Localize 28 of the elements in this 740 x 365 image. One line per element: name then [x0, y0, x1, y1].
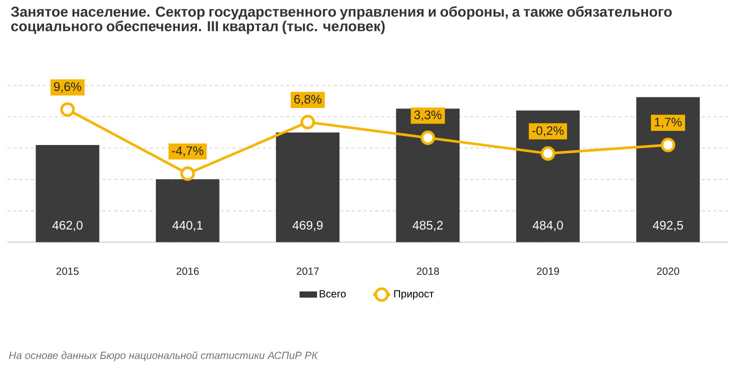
data-label: 492,5 — [652, 220, 683, 231]
x-tick-label: 2016 — [176, 267, 199, 275]
legend-label: Всего — [320, 290, 346, 298]
point — [540, 146, 556, 161]
point — [420, 130, 436, 145]
data-label: 484,0 — [532, 220, 563, 231]
x-tick-label: 2015 — [56, 267, 79, 275]
data-label: 469,9 — [292, 220, 323, 231]
text: На основе данных Бюро национальной статистики АСПиР РК — [9, 351, 318, 361]
point — [60, 102, 75, 117]
x-tick-label: 2019 — [536, 267, 559, 275]
legend-label: Прирост — [394, 290, 434, 300]
point — [300, 114, 315, 130]
x-tick-label: 2018 — [416, 267, 439, 275]
point — [180, 166, 195, 181]
data-label: -4,7% — [172, 146, 204, 156]
data-label: 485,2 — [412, 220, 443, 231]
x-tick-label: 2017 — [296, 267, 319, 275]
point — [660, 138, 676, 152]
data-label: 462,0 — [52, 220, 83, 231]
data-label: 9,6% — [54, 82, 82, 92]
chart-title: Занятое население. Сектор государственного управления и обороны, а также обязательного социального обеспечения. III квартал (тыс. человек) — [10, 6, 672, 34]
x-tick-label: 2020 — [657, 267, 680, 275]
data-label: 1,7% — [654, 118, 682, 128]
data-label: 6,8% — [294, 94, 322, 105]
data-label: -0,2% — [532, 126, 564, 136]
data-label: 3,3% — [414, 110, 442, 121]
data-label: 440,1 — [172, 220, 202, 231]
